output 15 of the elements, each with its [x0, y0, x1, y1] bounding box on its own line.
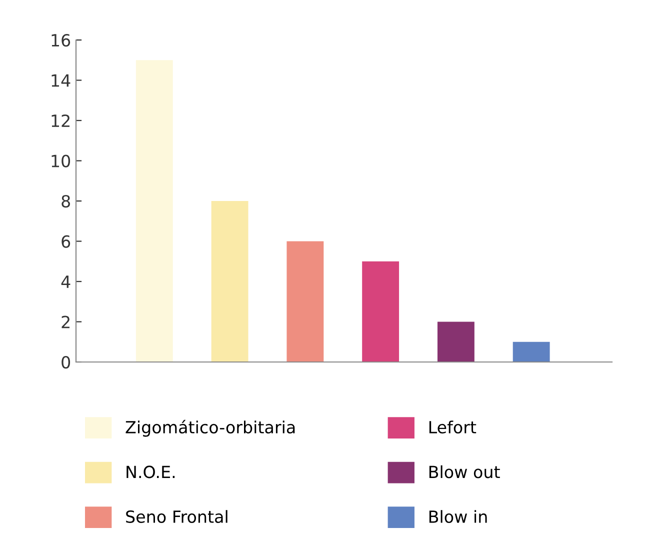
y-tick-label: 12	[52, 114, 70, 127]
legend-label: Blow out	[429, 465, 500, 478]
legend-label: Blow in	[429, 510, 487, 523]
legend-label: Lefort	[429, 420, 476, 434]
y-tick-label: 4	[61, 276, 70, 288]
y-tick-label: 8	[62, 194, 70, 208]
y-tick-label: 16	[52, 34, 70, 47]
y-tick-label: 14	[52, 74, 70, 87]
y-tick-label: 0	[62, 356, 70, 369]
legend-label: Zigomático-orbitaria	[126, 420, 295, 437]
legend-label: Seno Frontal	[126, 510, 228, 523]
legend-label: N.O.E.	[126, 466, 175, 478]
y-tick-label: 10	[52, 154, 70, 168]
y-tick-label: 2	[62, 316, 70, 328]
y-tick-label: 6	[62, 235, 70, 248]
